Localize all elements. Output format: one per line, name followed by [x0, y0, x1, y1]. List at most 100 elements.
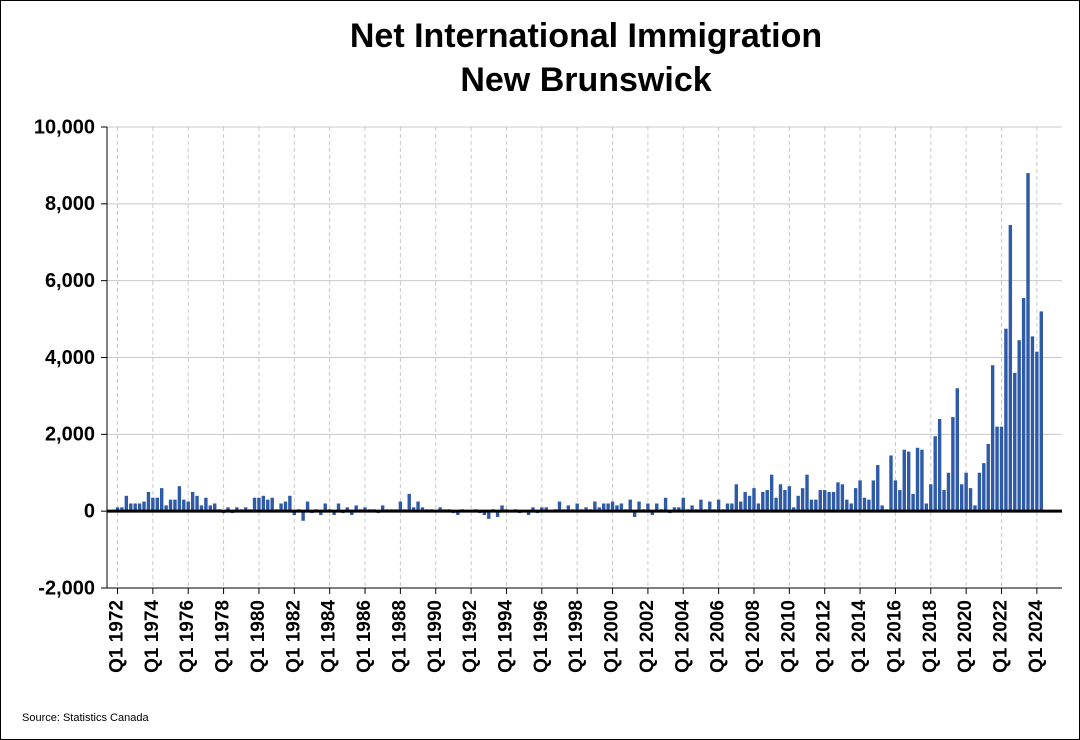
- bar: [889, 455, 893, 512]
- bar: [871, 480, 876, 512]
- bar: [270, 497, 274, 512]
- bar: [292, 511, 296, 516]
- bar: [1035, 351, 1039, 512]
- bar: [637, 501, 641, 512]
- bar: [301, 511, 305, 521]
- bar: [332, 511, 336, 516]
- bar: [796, 495, 800, 512]
- bar: [986, 443, 990, 512]
- bar: [911, 493, 915, 512]
- x-tick-label: Q1 2004: [672, 600, 693, 673]
- x-tick-label: Q1 2014: [849, 600, 870, 673]
- bar: [142, 501, 146, 512]
- bar: [164, 505, 168, 512]
- bar: [252, 497, 257, 512]
- bar: [800, 488, 805, 512]
- x-tick-label: Q1 1978: [213, 600, 234, 673]
- bar: [990, 365, 995, 512]
- bar: [146, 491, 151, 512]
- x-tick-label: Q1 1990: [425, 600, 446, 673]
- bar: [195, 495, 199, 512]
- bar: [186, 501, 190, 512]
- bar: [929, 484, 933, 512]
- bar: [946, 472, 951, 512]
- bar: [783, 490, 787, 512]
- bar: [805, 474, 809, 512]
- bar: [999, 426, 1004, 512]
- bar: [739, 501, 743, 512]
- bar: [120, 507, 124, 512]
- bar: [173, 499, 177, 512]
- bar: [942, 490, 946, 512]
- bar: [752, 488, 756, 512]
- bar: [995, 426, 999, 512]
- bar: [862, 497, 867, 512]
- x-tick-label: Q1 1996: [531, 600, 552, 673]
- bar: [288, 495, 292, 512]
- bar: [557, 501, 562, 512]
- bar: [531, 507, 535, 512]
- x-tick-label: Q1 1976: [177, 600, 198, 673]
- bar: [628, 499, 632, 512]
- bar: [597, 507, 601, 512]
- bar: [690, 505, 694, 512]
- bar: [968, 488, 973, 512]
- y-tick-label: 6,000: [45, 270, 95, 292]
- bar: [853, 488, 858, 512]
- y-tick-label: 2,000: [45, 424, 95, 446]
- bar: [915, 447, 920, 512]
- bar: [699, 499, 703, 512]
- y-tick-label: 4,000: [45, 347, 95, 369]
- bar: [398, 501, 403, 512]
- x-tick-label: Q1 2024: [1026, 600, 1047, 673]
- bar: [226, 507, 230, 512]
- bar: [765, 490, 769, 512]
- x-tick-label: Q1 1992: [460, 600, 481, 673]
- bar: [204, 497, 208, 512]
- bar: [920, 449, 924, 512]
- source-note: Source: Statistics Canada: [22, 712, 149, 724]
- bar: [575, 503, 579, 512]
- bar: [606, 503, 610, 512]
- bar: [526, 511, 531, 516]
- y-tick-label: 10,000: [34, 116, 95, 138]
- x-tick-label: Q1 2000: [602, 600, 623, 673]
- bar: [155, 497, 159, 512]
- bar: [774, 497, 778, 512]
- bar: [818, 490, 822, 512]
- bar: [354, 505, 358, 512]
- bar: [756, 503, 761, 512]
- bar: [646, 503, 650, 512]
- bar: [336, 503, 341, 512]
- bar: [283, 501, 288, 512]
- bar: [593, 501, 597, 512]
- x-tick-label: Q1 1994: [495, 600, 516, 673]
- bar: [350, 511, 354, 516]
- x-tick-label: Q1 1972: [107, 600, 128, 673]
- bar: [208, 505, 213, 512]
- x-tick-label: Q1 2022: [991, 600, 1012, 673]
- bar: [632, 511, 637, 517]
- x-tick-label: Q1 2018: [920, 600, 941, 673]
- x-tick-label: Q1 1980: [248, 600, 269, 673]
- bar: [827, 491, 831, 512]
- bar: [363, 507, 367, 512]
- bar: [769, 474, 774, 512]
- bar: [482, 511, 487, 516]
- x-tick-label: Q1 2008: [743, 600, 764, 673]
- bar: [168, 499, 173, 512]
- bar: [655, 503, 659, 512]
- bar: [960, 484, 964, 512]
- bar: [182, 499, 186, 512]
- bar: [540, 507, 544, 512]
- x-tick-label: Q1 2020: [955, 600, 976, 673]
- bar: [610, 501, 615, 512]
- bar: [381, 505, 385, 512]
- bar: [792, 507, 796, 512]
- chart-subtitle: New Brunswick: [460, 61, 711, 99]
- bar: [438, 507, 442, 512]
- bar: [743, 491, 747, 512]
- bar: [823, 490, 827, 512]
- bar: [973, 505, 977, 512]
